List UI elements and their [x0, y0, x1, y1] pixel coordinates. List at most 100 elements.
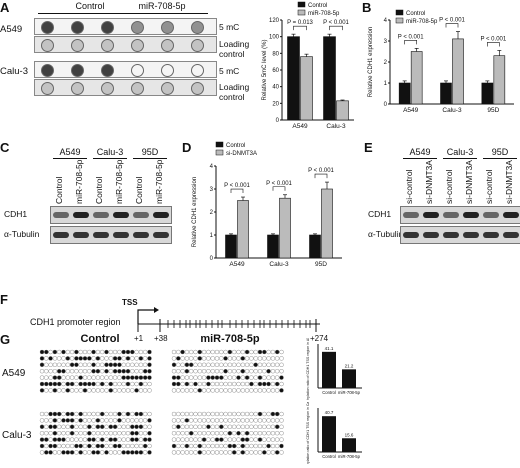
bar-control [440, 82, 452, 105]
blot-lane-label: si-DNMT3A [424, 160, 434, 204]
cpg-dot [142, 349, 148, 355]
cpg-dot [82, 362, 88, 367]
cpg-dot [87, 349, 92, 355]
cpg-dot [206, 356, 211, 361]
cpg-dot [236, 418, 241, 423]
legend-label: Control [226, 143, 245, 149]
cpg-dot [78, 430, 83, 436]
cpg-dot [266, 424, 271, 430]
cpg-dot [138, 430, 144, 436]
cpg-dot [147, 443, 152, 449]
cpg-dot [206, 375, 211, 380]
cpg-dot [125, 369, 131, 374]
cpg-dot [78, 418, 83, 423]
cpg-dot [223, 424, 228, 430]
cpg-dot [91, 362, 96, 367]
cpg-dot [125, 418, 131, 423]
cpg-dot [57, 450, 62, 455]
cpg-dot [231, 424, 237, 430]
cpg-dot [193, 418, 198, 423]
cpg-dot [104, 437, 109, 442]
cpg-dot [138, 388, 144, 393]
cpg-dot [95, 369, 101, 374]
cpg-dot [78, 411, 83, 417]
cpg-dot [266, 349, 271, 355]
cpg-dot [121, 369, 126, 374]
cpg-dot [61, 375, 66, 380]
cpg-dot [274, 424, 280, 430]
cpg-dot [121, 443, 126, 449]
cpg-dot [270, 369, 276, 374]
cpg-dot [44, 418, 49, 423]
blot-lane-label: miR-708-5p [114, 159, 124, 204]
dot [41, 39, 54, 52]
cpg-dot [171, 437, 177, 442]
cpg-dot [180, 362, 185, 367]
cpg-dot [206, 430, 211, 436]
cpg-dot [112, 411, 118, 417]
significance-bracket [272, 186, 286, 191]
g-cell-a549: A549 [2, 368, 26, 379]
band-label: α-Tubulin [4, 229, 40, 239]
cpg-dot [104, 362, 109, 367]
cpg-dot [223, 388, 228, 393]
cpg-dot [130, 375, 135, 380]
cpg-dot [223, 418, 228, 423]
cpg-dot [44, 362, 49, 367]
cpg-dot [176, 424, 181, 430]
cpg-dot [44, 349, 49, 355]
cpg-dot [266, 411, 271, 417]
cpg-dot [253, 424, 258, 430]
cpg-dot [138, 411, 144, 417]
cpg-dot [257, 450, 263, 455]
cpg-dot [206, 424, 211, 430]
y-tick-label: 0 [276, 118, 280, 124]
cpg-dot [240, 356, 246, 361]
cpg-dot [130, 430, 135, 436]
cpg-dot [48, 362, 53, 367]
cpg-dot [244, 375, 250, 380]
cpg-dot [266, 375, 271, 380]
cpg-dot [193, 411, 198, 417]
cpg-dot [138, 424, 144, 430]
cpg-dot [262, 375, 267, 380]
dot [101, 64, 114, 77]
cpg-dot [176, 443, 181, 449]
cpg-dot [274, 388, 280, 393]
y-tick-label: 1 [210, 233, 214, 239]
cpg-dot [219, 381, 224, 387]
legend-label: Control [308, 3, 327, 9]
cpg-dot [184, 430, 190, 436]
blot-band [133, 212, 149, 218]
y-tick-label: 20 [272, 101, 279, 107]
cpg-dot [95, 430, 101, 436]
cpg-dot [69, 362, 75, 367]
cpg-dot [176, 388, 181, 393]
cpg-dot [82, 443, 88, 449]
cpg-dot [244, 424, 250, 430]
cpg-dot [279, 349, 284, 355]
cpg-dot [193, 430, 198, 436]
blot-band [133, 232, 149, 238]
panelA-cell-calu3: Calu-3 [0, 66, 28, 77]
cpg-dot [223, 443, 228, 449]
cpg-dot [91, 430, 96, 436]
cpg-dot [74, 369, 79, 374]
y-axis-label: Methylation ratio of CDH1 TSS region in … [306, 338, 310, 400]
cpg-dot [48, 450, 53, 455]
cpg-dot [270, 362, 276, 367]
cpg-dot [78, 349, 83, 355]
cpg-dot [69, 430, 75, 436]
cpg-dot [244, 362, 250, 367]
cpg-dot [52, 381, 58, 387]
cpg-dot [227, 424, 233, 430]
cpg-dot [52, 375, 58, 380]
cpg-dot [253, 388, 258, 393]
y-axis-label: Relative CDH1 expression [192, 177, 198, 247]
blot-strip [400, 226, 520, 244]
cpg-dot [244, 369, 250, 374]
blot-band [403, 212, 419, 218]
cpg-dot [180, 388, 185, 393]
blot-band [423, 232, 439, 238]
cpg-dot [74, 411, 79, 417]
